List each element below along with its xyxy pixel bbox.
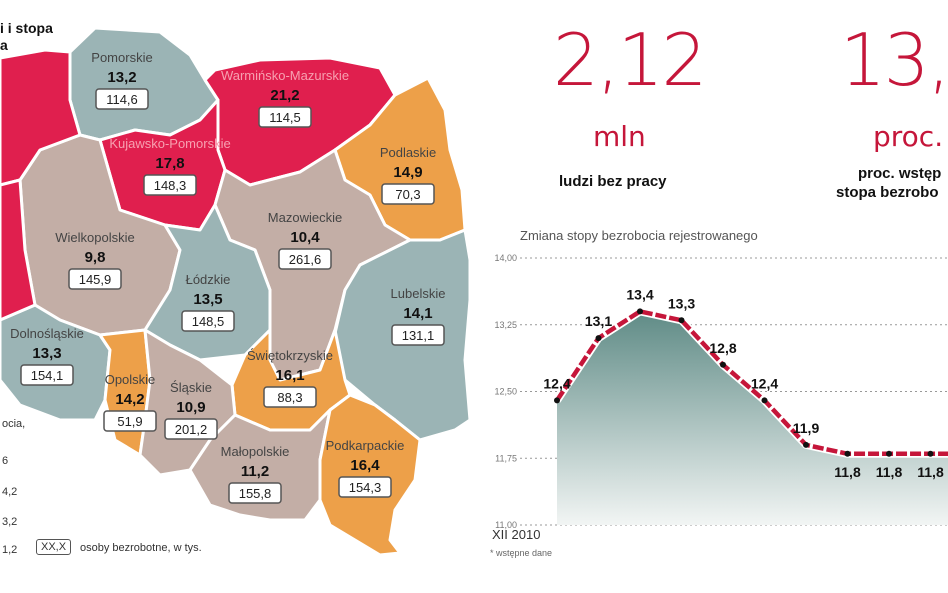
region-rate-opolskie: 14,2 xyxy=(115,391,144,408)
y-tick-label: 14,00 xyxy=(494,253,517,263)
region-rate-podkarpackie: 16,4 xyxy=(350,457,380,474)
stat2-caption-line1: proc. wstęp xyxy=(858,165,942,182)
region-name-malopolskie: Małopolskie xyxy=(221,444,290,459)
region-name-dolnoslaskie: Dolnośląskie xyxy=(10,326,84,341)
region-persons-mazowieckie: 261,6 xyxy=(289,252,322,267)
region-box-pomorskie xyxy=(95,88,149,110)
region-persons-pomorskie: 114,6 xyxy=(106,92,138,107)
data-label: 11,8 xyxy=(917,464,944,480)
region-persons-dolnoslaskie: 154,1 xyxy=(31,368,64,383)
header-fragment-2: a xyxy=(0,37,8,53)
region-name-podkarpackie: Podkarpackie xyxy=(326,438,405,453)
region-rate-lubelskie: 14,1 xyxy=(403,305,432,322)
region-box-lubelskie xyxy=(391,324,445,346)
region-box-podlaskie xyxy=(381,183,435,205)
data-label: 11,8 xyxy=(834,464,861,480)
unemployment-chart: 14,00 13,25 12,50 11,75 11,00 12,4 13,1 13,4 13… xyxy=(494,253,948,530)
stat1-unit: mln xyxy=(593,120,646,153)
region-persons-warminsko: 114,5 xyxy=(269,110,301,125)
data-point xyxy=(554,397,560,404)
y-tick-label: 11,00 xyxy=(495,520,517,530)
y-tick-label: 13,25 xyxy=(494,320,517,330)
region-rate-mazowieckie: 10,4 xyxy=(290,229,320,246)
region-name-mazowieckie: Mazowieckie xyxy=(268,210,342,225)
data-point xyxy=(844,450,851,457)
region-lubuskie xyxy=(0,178,37,322)
data-point xyxy=(927,450,934,457)
data-point xyxy=(761,397,768,404)
region-rate-warminsko: 21,2 xyxy=(270,87,299,104)
region-persons-wielkopolskie: 145,9 xyxy=(79,272,112,287)
data-label: 11,8 xyxy=(876,464,903,480)
region-persons-kujawsko: 148,3 xyxy=(154,178,187,193)
region-box-warminsko xyxy=(258,106,312,128)
region-box-swietokrzyskie xyxy=(263,386,317,408)
region-persons-swietokrzyskie: 88,3 xyxy=(277,390,302,405)
region-name-warminsko: Warmińsko-Mazurskie xyxy=(221,68,349,83)
stat2-unit: proc. xyxy=(873,120,944,153)
region-name-opolskie: Opolskie xyxy=(105,372,156,387)
region-name-podlaskie: Podlaskie xyxy=(380,145,436,160)
region-rate-lodzkie: 13,5 xyxy=(193,291,222,308)
chart-title: Zmiana stopy bezrobocia rejestrowanego xyxy=(520,228,758,243)
data-label: 11,9 xyxy=(793,420,820,436)
stat2-value: 13,3 xyxy=(840,18,948,102)
data-label: 13,3 xyxy=(668,295,695,311)
x-start-label: XII 2010 xyxy=(492,527,541,542)
region-rate-malopolskie: 11,2 xyxy=(241,463,269,480)
data-label: 12,4 xyxy=(543,375,570,391)
region-name-slaskie: Śląskie xyxy=(170,380,212,395)
region-persons-opolskie: 51,9 xyxy=(117,414,142,429)
region-box-lodzkie xyxy=(181,310,235,332)
region-box-wielkopolskie xyxy=(68,268,122,290)
region-box-kujawsko xyxy=(143,174,197,196)
region-persons-podlaskie: 70,3 xyxy=(395,187,420,202)
data-label: 13,4 xyxy=(626,286,653,302)
data-point xyxy=(637,308,643,315)
data-point xyxy=(720,361,726,368)
region-box-opolskie xyxy=(103,410,157,432)
chart-footnote: * wstępne dane xyxy=(490,548,553,558)
region-persons-podkarpackie: 154,3 xyxy=(349,480,382,495)
region-name-wielkopolskie: Wielkopolskie xyxy=(55,230,134,245)
data-label: 12,4 xyxy=(751,375,778,391)
y-tick-label: 12,50 xyxy=(494,387,517,397)
region-rate-pomorskie: 13,2 xyxy=(107,69,136,86)
data-label: 12,8 xyxy=(709,340,736,356)
header-fragment-1: i i stopa xyxy=(0,20,53,36)
region-rate-swietokrzyskie: 16,1 xyxy=(275,367,304,384)
region-persons-lubelskie: 131,1 xyxy=(402,328,435,343)
region-name-swietokrzyskie: Świętokrzyskie xyxy=(247,348,333,363)
data-point xyxy=(595,335,602,342)
region-box-dolnoslaskie xyxy=(20,364,74,386)
region-persons-malopolskie: 155,8 xyxy=(239,486,272,501)
series-area xyxy=(557,311,948,525)
region-rate-dolnoslaskie: 13,3 xyxy=(32,345,61,362)
stat2-caption-line2: stopa bezrobo xyxy=(836,184,939,201)
region-malopolskie xyxy=(188,408,332,522)
region-name-kujawsko: Kujawsko-Pomorskie xyxy=(109,136,230,151)
region-box-mazowieckie xyxy=(278,248,332,270)
poland-map: Pomorskie 13,2 114,6 Warmińsko-Mazurskie 21,… xyxy=(0,26,470,557)
region-persons-lodzkie: 148,5 xyxy=(192,314,225,329)
region-name-lubelskie: Lubelskie xyxy=(391,286,446,301)
region-box-slaskie xyxy=(164,418,218,440)
region-rate-wielkopolskie: 9,8 xyxy=(85,249,106,266)
region-box-podkarpackie xyxy=(338,476,392,498)
data-point xyxy=(678,317,685,324)
data-label: 13,1 xyxy=(585,313,612,329)
region-rate-slaskie: 10,9 xyxy=(176,399,205,416)
y-tick-label: 11,75 xyxy=(495,453,517,463)
region-rate-podlaskie: 14,9 xyxy=(393,164,422,181)
region-box-malopolskie xyxy=(228,482,282,504)
stat1-caption: ludzi bez pracy xyxy=(559,173,667,190)
region-name-pomorskie: Pomorskie xyxy=(91,50,152,65)
stat1-value: 2,12 xyxy=(553,18,707,102)
data-point xyxy=(886,450,892,457)
data-point xyxy=(803,441,809,448)
region-persons-slaskie: 201,2 xyxy=(175,422,208,437)
region-rate-kujawsko: 17,8 xyxy=(155,155,184,172)
region-name-lodzkie: Łódzkie xyxy=(186,272,231,287)
region-podkarpackie xyxy=(318,393,422,557)
